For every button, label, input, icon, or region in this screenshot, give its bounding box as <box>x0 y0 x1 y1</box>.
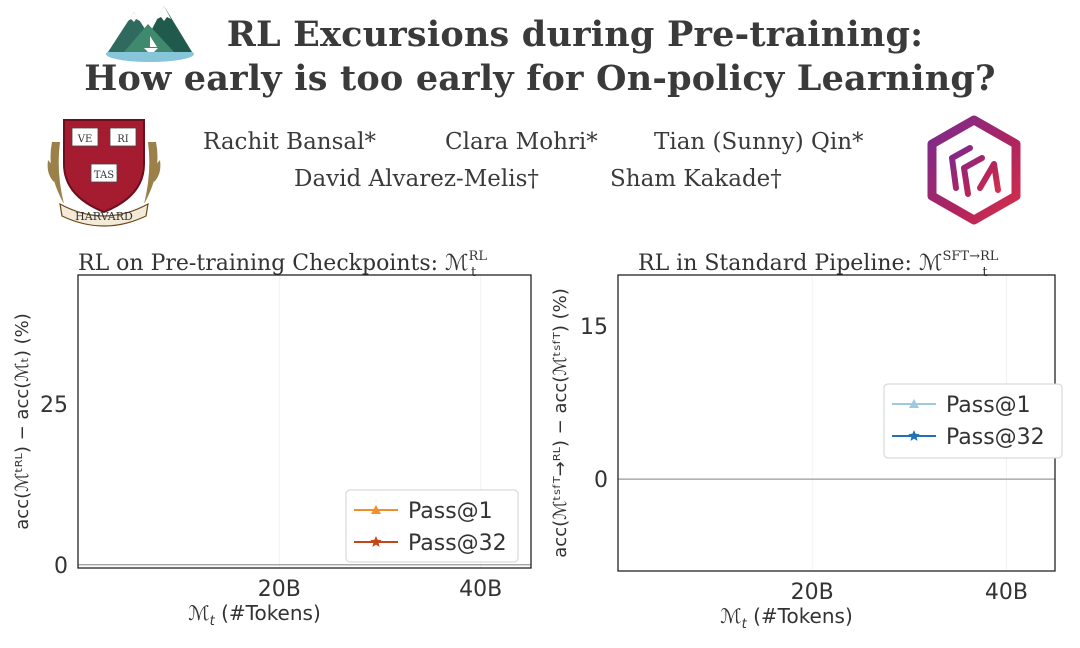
y-tick-label: 0 <box>594 468 608 493</box>
author-tian-qin: Tian (Sunny) Qin* <box>654 129 864 155</box>
chart-title-sub: t <box>982 265 988 280</box>
legend: Pass@1 Pass@32 <box>345 489 519 563</box>
y-tick-label: 25 <box>40 393 68 418</box>
x-tick-label: 20B <box>258 577 301 602</box>
poster-title-line-1: RL Excursions during Pre-training: <box>226 14 924 55</box>
x-axis-label: ℳt (#Tokens) <box>188 601 321 629</box>
x-tick-label: 40B <box>459 577 502 602</box>
harvard-logo: VE RI TAS HARVARD <box>47 119 161 227</box>
harvard-ri: RI <box>117 134 129 145</box>
harvard-tas: TAS <box>94 170 114 181</box>
legend-box <box>883 383 1063 459</box>
legend-marker-triangle <box>371 505 381 514</box>
chart-rl-pretraining-checkpoints: RL on Pre-training Checkpoints: ℳRL t 0 25… <box>12 249 532 629</box>
chart-title: RL in Standard Pipeline: ℳSFT→RL t <box>638 249 999 280</box>
x-tick-label: 20B <box>791 580 834 605</box>
legend-label: Pass@1 <box>408 499 493 524</box>
author-rachit-bansal: Rachit Bansal* <box>203 129 376 155</box>
plot-frame <box>77 274 532 569</box>
author-david-alvarez-melis: David Alvarez-Melis† <box>294 166 539 192</box>
y-axis-label: acc(ℳᵗᴿᴸ) − acc(ℳₜ) (%) <box>12 313 33 529</box>
legend-marker-star <box>370 536 382 547</box>
y-tick-label: 15 <box>580 315 608 340</box>
harvard-banner: HARVARD <box>75 210 133 223</box>
y-axis-label: acc(ℳᵗˢᶠᵀ→ᴿᴸ) − acc(ℳᵗˢᶠᵀ) (%) <box>550 288 571 557</box>
y-tick-label: 0 <box>54 554 68 579</box>
author-sham-kakade: Sham Kakade† <box>610 166 782 192</box>
chart-title: RL on Pre-training Checkpoints: ℳRL t <box>78 249 487 280</box>
chart-title-sub: t <box>471 265 477 280</box>
harvard-ve: VE <box>77 134 93 145</box>
legend-marker-triangle <box>909 399 919 408</box>
legend-label: Pass@32 <box>946 425 1045 450</box>
legend-label: Pass@32 <box>408 531 507 556</box>
chart-rl-standard-pipeline: RL in Standard Pipeline: ℳSFT→RL t 0 15 20B… <box>550 249 1063 632</box>
chart-title-sup: SFT→RL <box>943 249 999 264</box>
mountain-lake-logo <box>106 6 194 62</box>
legend-marker-star <box>908 430 920 441</box>
author-clara-mohri: Clara Mohri* <box>445 129 598 155</box>
chart-title-sup: RL <box>469 249 488 264</box>
legend-box <box>345 489 519 563</box>
chart-title-text: RL in Standard Pipeline: ℳ <box>638 251 943 276</box>
x-axis-label: ℳt (#Tokens) <box>720 604 853 632</box>
x-tick-label: 40B <box>985 580 1028 605</box>
poster-title-line-2: How early is too early for On-policy Lea… <box>84 58 996 99</box>
legend: Pass@1 Pass@32 <box>883 383 1063 459</box>
chart-title-text: RL on Pre-training Checkpoints: ℳ <box>78 251 469 276</box>
hexagon-logo <box>927 115 1021 225</box>
legend-label: Pass@1 <box>946 393 1031 418</box>
